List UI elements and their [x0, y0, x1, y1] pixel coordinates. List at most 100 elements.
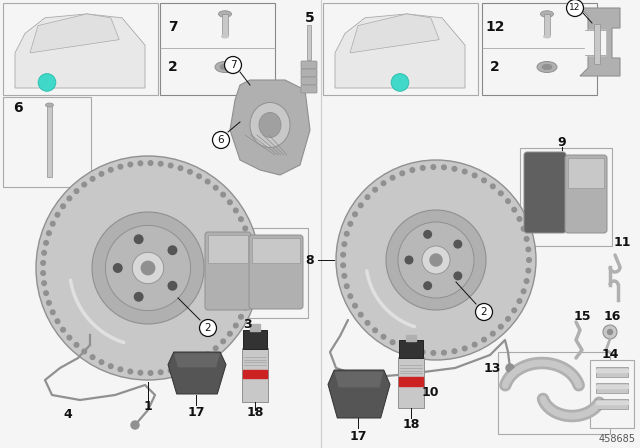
Circle shape: [344, 284, 349, 289]
Bar: [596, 385, 628, 388]
Circle shape: [390, 176, 395, 180]
Circle shape: [348, 294, 353, 298]
Circle shape: [246, 296, 251, 300]
Circle shape: [51, 221, 55, 226]
Text: 18: 18: [403, 418, 420, 431]
Circle shape: [148, 370, 153, 375]
Circle shape: [138, 161, 143, 166]
Circle shape: [452, 167, 457, 171]
Circle shape: [463, 169, 467, 174]
Circle shape: [47, 301, 51, 305]
Circle shape: [168, 281, 177, 290]
Circle shape: [188, 362, 192, 366]
Circle shape: [358, 312, 363, 317]
Bar: [208, 235, 248, 263]
Circle shape: [506, 364, 514, 372]
Circle shape: [51, 310, 55, 314]
Circle shape: [341, 252, 346, 257]
Circle shape: [526, 268, 531, 273]
Bar: [242, 348, 268, 402]
Bar: [594, 24, 600, 64]
Ellipse shape: [250, 103, 290, 147]
FancyBboxPatch shape: [301, 69, 317, 77]
Ellipse shape: [215, 61, 235, 73]
Circle shape: [424, 282, 431, 289]
Circle shape: [168, 163, 173, 168]
FancyBboxPatch shape: [590, 360, 634, 428]
Circle shape: [44, 241, 49, 245]
Text: 17: 17: [188, 406, 205, 419]
Text: 13: 13: [483, 362, 500, 375]
Circle shape: [47, 231, 51, 236]
Circle shape: [372, 328, 378, 332]
Circle shape: [400, 345, 404, 349]
Circle shape: [424, 231, 431, 238]
FancyBboxPatch shape: [482, 3, 597, 95]
Circle shape: [205, 352, 210, 357]
Ellipse shape: [541, 11, 554, 17]
Text: 4: 4: [63, 409, 72, 422]
Text: 11: 11: [613, 236, 631, 249]
Circle shape: [420, 350, 425, 354]
Text: 1: 1: [143, 400, 152, 413]
FancyBboxPatch shape: [160, 3, 275, 95]
Text: 14: 14: [601, 349, 619, 362]
FancyBboxPatch shape: [3, 3, 158, 95]
Circle shape: [234, 323, 238, 328]
Circle shape: [42, 250, 47, 255]
Polygon shape: [580, 8, 620, 76]
Bar: [250, 324, 260, 332]
Text: 12: 12: [485, 20, 505, 34]
Circle shape: [178, 166, 183, 170]
Circle shape: [99, 360, 104, 364]
Circle shape: [90, 177, 95, 181]
Text: 18: 18: [246, 406, 264, 419]
Circle shape: [341, 263, 346, 267]
Circle shape: [365, 195, 370, 199]
Circle shape: [128, 369, 132, 374]
Bar: [596, 367, 628, 377]
Text: 2: 2: [205, 323, 211, 333]
Text: 3: 3: [244, 319, 252, 332]
Circle shape: [221, 339, 225, 344]
Circle shape: [390, 340, 395, 345]
Circle shape: [524, 237, 529, 241]
Bar: [596, 383, 628, 393]
Text: 7: 7: [230, 60, 236, 70]
Circle shape: [138, 370, 143, 375]
Circle shape: [82, 182, 86, 187]
Text: 9: 9: [557, 135, 566, 148]
Circle shape: [405, 256, 413, 264]
Circle shape: [228, 332, 232, 336]
Circle shape: [386, 210, 486, 310]
Bar: [307, 25, 311, 60]
Circle shape: [420, 166, 425, 170]
Circle shape: [228, 200, 232, 205]
Polygon shape: [335, 372, 383, 387]
Circle shape: [250, 255, 255, 260]
Circle shape: [430, 254, 442, 266]
Text: 12: 12: [570, 4, 580, 13]
Circle shape: [168, 368, 173, 373]
Circle shape: [526, 247, 531, 252]
Circle shape: [336, 160, 536, 360]
Circle shape: [55, 319, 60, 323]
Circle shape: [90, 355, 95, 359]
Ellipse shape: [544, 35, 550, 38]
Circle shape: [213, 185, 218, 190]
Text: 7: 7: [168, 20, 178, 34]
Circle shape: [99, 172, 104, 176]
Circle shape: [82, 349, 86, 354]
Circle shape: [42, 281, 47, 285]
Circle shape: [178, 366, 183, 370]
Circle shape: [55, 212, 60, 217]
Circle shape: [234, 208, 238, 213]
Text: 16: 16: [604, 310, 621, 323]
Circle shape: [353, 212, 357, 216]
Circle shape: [506, 317, 510, 321]
Circle shape: [131, 421, 139, 429]
Circle shape: [249, 246, 253, 250]
Polygon shape: [230, 80, 310, 175]
Circle shape: [476, 303, 493, 320]
Bar: [406, 335, 416, 341]
